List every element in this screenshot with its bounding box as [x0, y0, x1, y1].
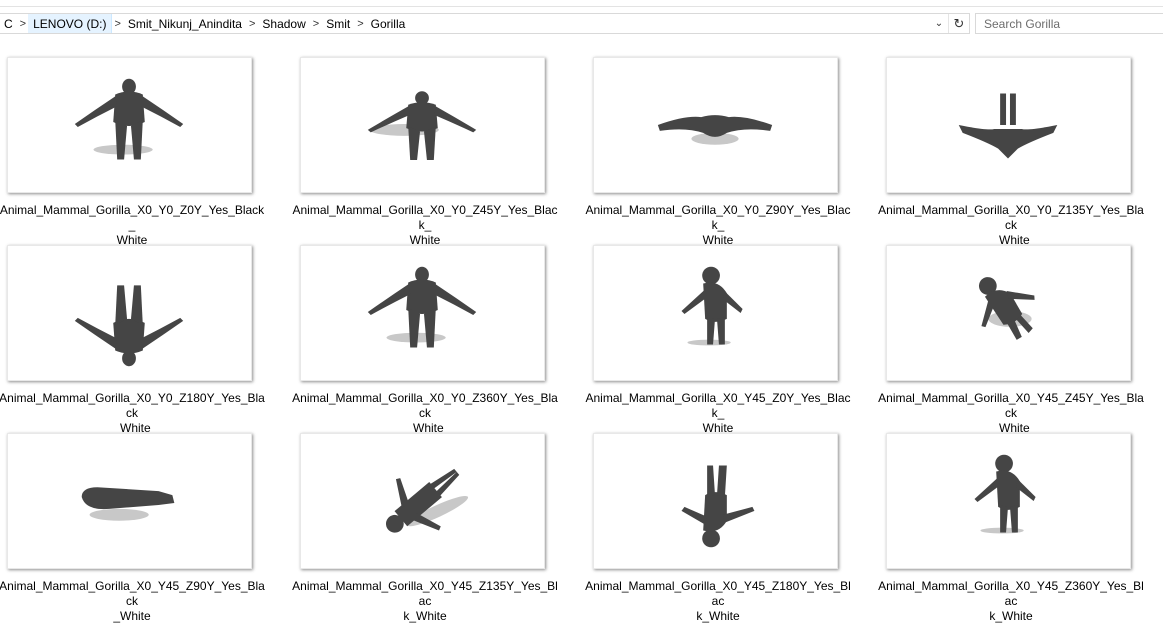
file-name-line: Animal_Mammal_Gorilla_X0_Y0_Z135Y_Yes_Bl… — [878, 203, 1144, 232]
gorilla-figure-icon — [74, 78, 184, 160]
file-name-label[interactable]: Animal_Mammal_Gorilla_X0_Y0_Z135Y_Yes_Bl… — [877, 203, 1145, 248]
file-name-line: Animal_Mammal_Gorilla_X0_Y0_Z90Y_Yes_Bla… — [585, 203, 851, 232]
file-thumbnail[interactable] — [886, 57, 1131, 193]
file-thumbnail[interactable] — [886, 245, 1131, 381]
file-name-label[interactable]: Animal_Mammal_Gorilla_X0_Y0_Z360Y_Yes_Bl… — [291, 391, 559, 436]
gorilla-figure-icon — [367, 266, 477, 348]
file-thumbnail[interactable] — [7, 245, 252, 381]
gorilla-figure-icon — [81, 487, 175, 521]
file-name-line: Animal_Mammal_Gorilla_X0_Y0_Z180Y_Yes_Bl… — [0, 391, 265, 420]
file-name-label[interactable]: Animal_Mammal_Gorilla_X0_Y45_Z0Y_Yes_Bla… — [584, 391, 852, 436]
file-name-label[interactable]: Animal_Mammal_Gorilla_X0_Y45_Z45Y_Yes_Bl… — [877, 391, 1145, 436]
file-name-line: _White — [406, 421, 444, 435]
gorilla-figure-icon — [657, 115, 773, 145]
file-name-label[interactable]: Animal_Mammal_Gorilla_X0_Y45_Z135Y_Yes_B… — [291, 579, 559, 624]
breadcrumb-item[interactable]: Shadow — [262, 16, 306, 31]
file-name-line: Animal_Mammal_Gorilla_X0_Y0_Z45Y_Yes_Bla… — [292, 203, 558, 232]
file-name-line: White — [702, 233, 734, 247]
file-name-line: Animal_Mammal_Gorilla_X0_Y45_Z135Y_Yes_B… — [292, 579, 558, 608]
file-thumbnail[interactable] — [886, 433, 1131, 569]
file-thumbnail[interactable] — [593, 245, 838, 381]
breadcrumb-item[interactable]: C — [4, 16, 13, 31]
search-placeholder: Search Gorilla — [984, 16, 1061, 31]
file-thumbnail[interactable] — [300, 245, 545, 381]
file-name-line: White — [409, 233, 441, 247]
breadcrumb-item[interactable]: Gorilla — [370, 16, 406, 31]
breadcrumb-item[interactable]: LENOVO (D:) — [28, 14, 113, 33]
file-name-line: White — [702, 421, 734, 435]
file-name-line: k_White — [989, 609, 1033, 623]
address-bar[interactable]: C > LENOVO (D:) > Smit_Nikunj_Anindita > Shado… — [0, 13, 970, 34]
breadcrumb-separator-icon[interactable]: > — [357, 17, 364, 30]
breadcrumb-separator-icon[interactable]: > — [114, 17, 121, 30]
breadcrumb-separator-icon[interactable]: > — [312, 17, 320, 30]
file-name-line: _White — [113, 609, 151, 623]
file-thumbnail[interactable] — [593, 433, 838, 569]
file-name-label[interactable]: Animal_Mammal_Gorilla_X0_Y0_Z45Y_Yes_Bla… — [291, 203, 559, 248]
file-thumbnail[interactable] — [7, 433, 252, 569]
file-name-line: Animal_Mammal_Gorilla_X0_Y45_Z90Y_Yes_Bl… — [0, 579, 265, 608]
file-name-line: _White — [992, 233, 1030, 247]
file-name-label[interactable]: Animal_Mammal_Gorilla_X0_Y45_Z360Y_Yes_B… — [877, 579, 1145, 624]
file-name-line: k_White — [696, 609, 740, 623]
file-name-label[interactable]: Animal_Mammal_Gorilla_X0_Y45_Z90Y_Yes_Bl… — [0, 579, 266, 624]
ribbon-divider — [0, 6, 1163, 7]
file-thumbnail[interactable] — [7, 57, 252, 193]
breadcrumb-item[interactable]: Smit_Nikunj_Anindita — [127, 16, 242, 31]
file-thumbnail[interactable] — [300, 433, 545, 569]
breadcrumb-separator-icon[interactable]: > — [19, 17, 27, 30]
gorilla-figure-icon — [74, 285, 184, 367]
file-name-line: Animal_Mammal_Gorilla_X0_Y0_Z360Y_Yes_Bl… — [292, 391, 558, 420]
breadcrumb-separator-icon[interactable]: > — [248, 17, 256, 30]
file-name-line: Animal_Mammal_Gorilla_X0_Y0_Z0Y_Yes_Blac… — [0, 203, 265, 232]
gorilla-figure-icon — [681, 465, 755, 548]
breadcrumb: C > LENOVO (D:) > Smit_Nikunj_Anindita > Shado… — [0, 14, 410, 33]
gorilla-figure-icon — [958, 93, 1058, 159]
gorilla-figure-icon — [385, 468, 469, 533]
gorilla-figure-icon — [367, 91, 477, 160]
gorilla-figure-icon — [974, 454, 1036, 534]
file-name-line: Animal_Mammal_Gorilla_X0_Y45_Z0Y_Yes_Bla… — [585, 391, 851, 420]
file-name-line: _White — [113, 421, 151, 435]
file-name-label[interactable]: Animal_Mammal_Gorilla_X0_Y0_Z0Y_Yes_Blac… — [0, 203, 266, 248]
file-thumbnail[interactable] — [593, 57, 838, 193]
file-name-label[interactable]: Animal_Mammal_Gorilla_X0_Y0_Z180Y_Yes_Bl… — [0, 391, 266, 436]
file-name-line: k_White — [403, 609, 447, 623]
file-name-line: _White — [992, 421, 1030, 435]
chevron-down-icon[interactable]: ⌄ — [934, 18, 944, 29]
file-name-line: White — [116, 233, 148, 247]
breadcrumb-item[interactable]: Smit — [326, 16, 351, 31]
refresh-icon[interactable]: ↻ — [948, 14, 969, 33]
file-name-line: Animal_Mammal_Gorilla_X0_Y45_Z360Y_Yes_B… — [878, 579, 1144, 608]
file-thumbnail[interactable] — [300, 57, 545, 193]
file-name-line: Animal_Mammal_Gorilla_X0_Y45_Z45Y_Yes_Bl… — [878, 391, 1144, 420]
search-input[interactable]: Search Gorilla — [975, 13, 1163, 34]
file-name-line: Animal_Mammal_Gorilla_X0_Y45_Z180Y_Yes_B… — [585, 579, 851, 608]
gorilla-figure-icon — [681, 266, 743, 346]
gorilla-figure-icon — [978, 277, 1035, 340]
file-name-label[interactable]: Animal_Mammal_Gorilla_X0_Y45_Z180Y_Yes_B… — [584, 579, 852, 624]
file-name-label[interactable]: Animal_Mammal_Gorilla_X0_Y0_Z90Y_Yes_Bla… — [584, 203, 852, 248]
